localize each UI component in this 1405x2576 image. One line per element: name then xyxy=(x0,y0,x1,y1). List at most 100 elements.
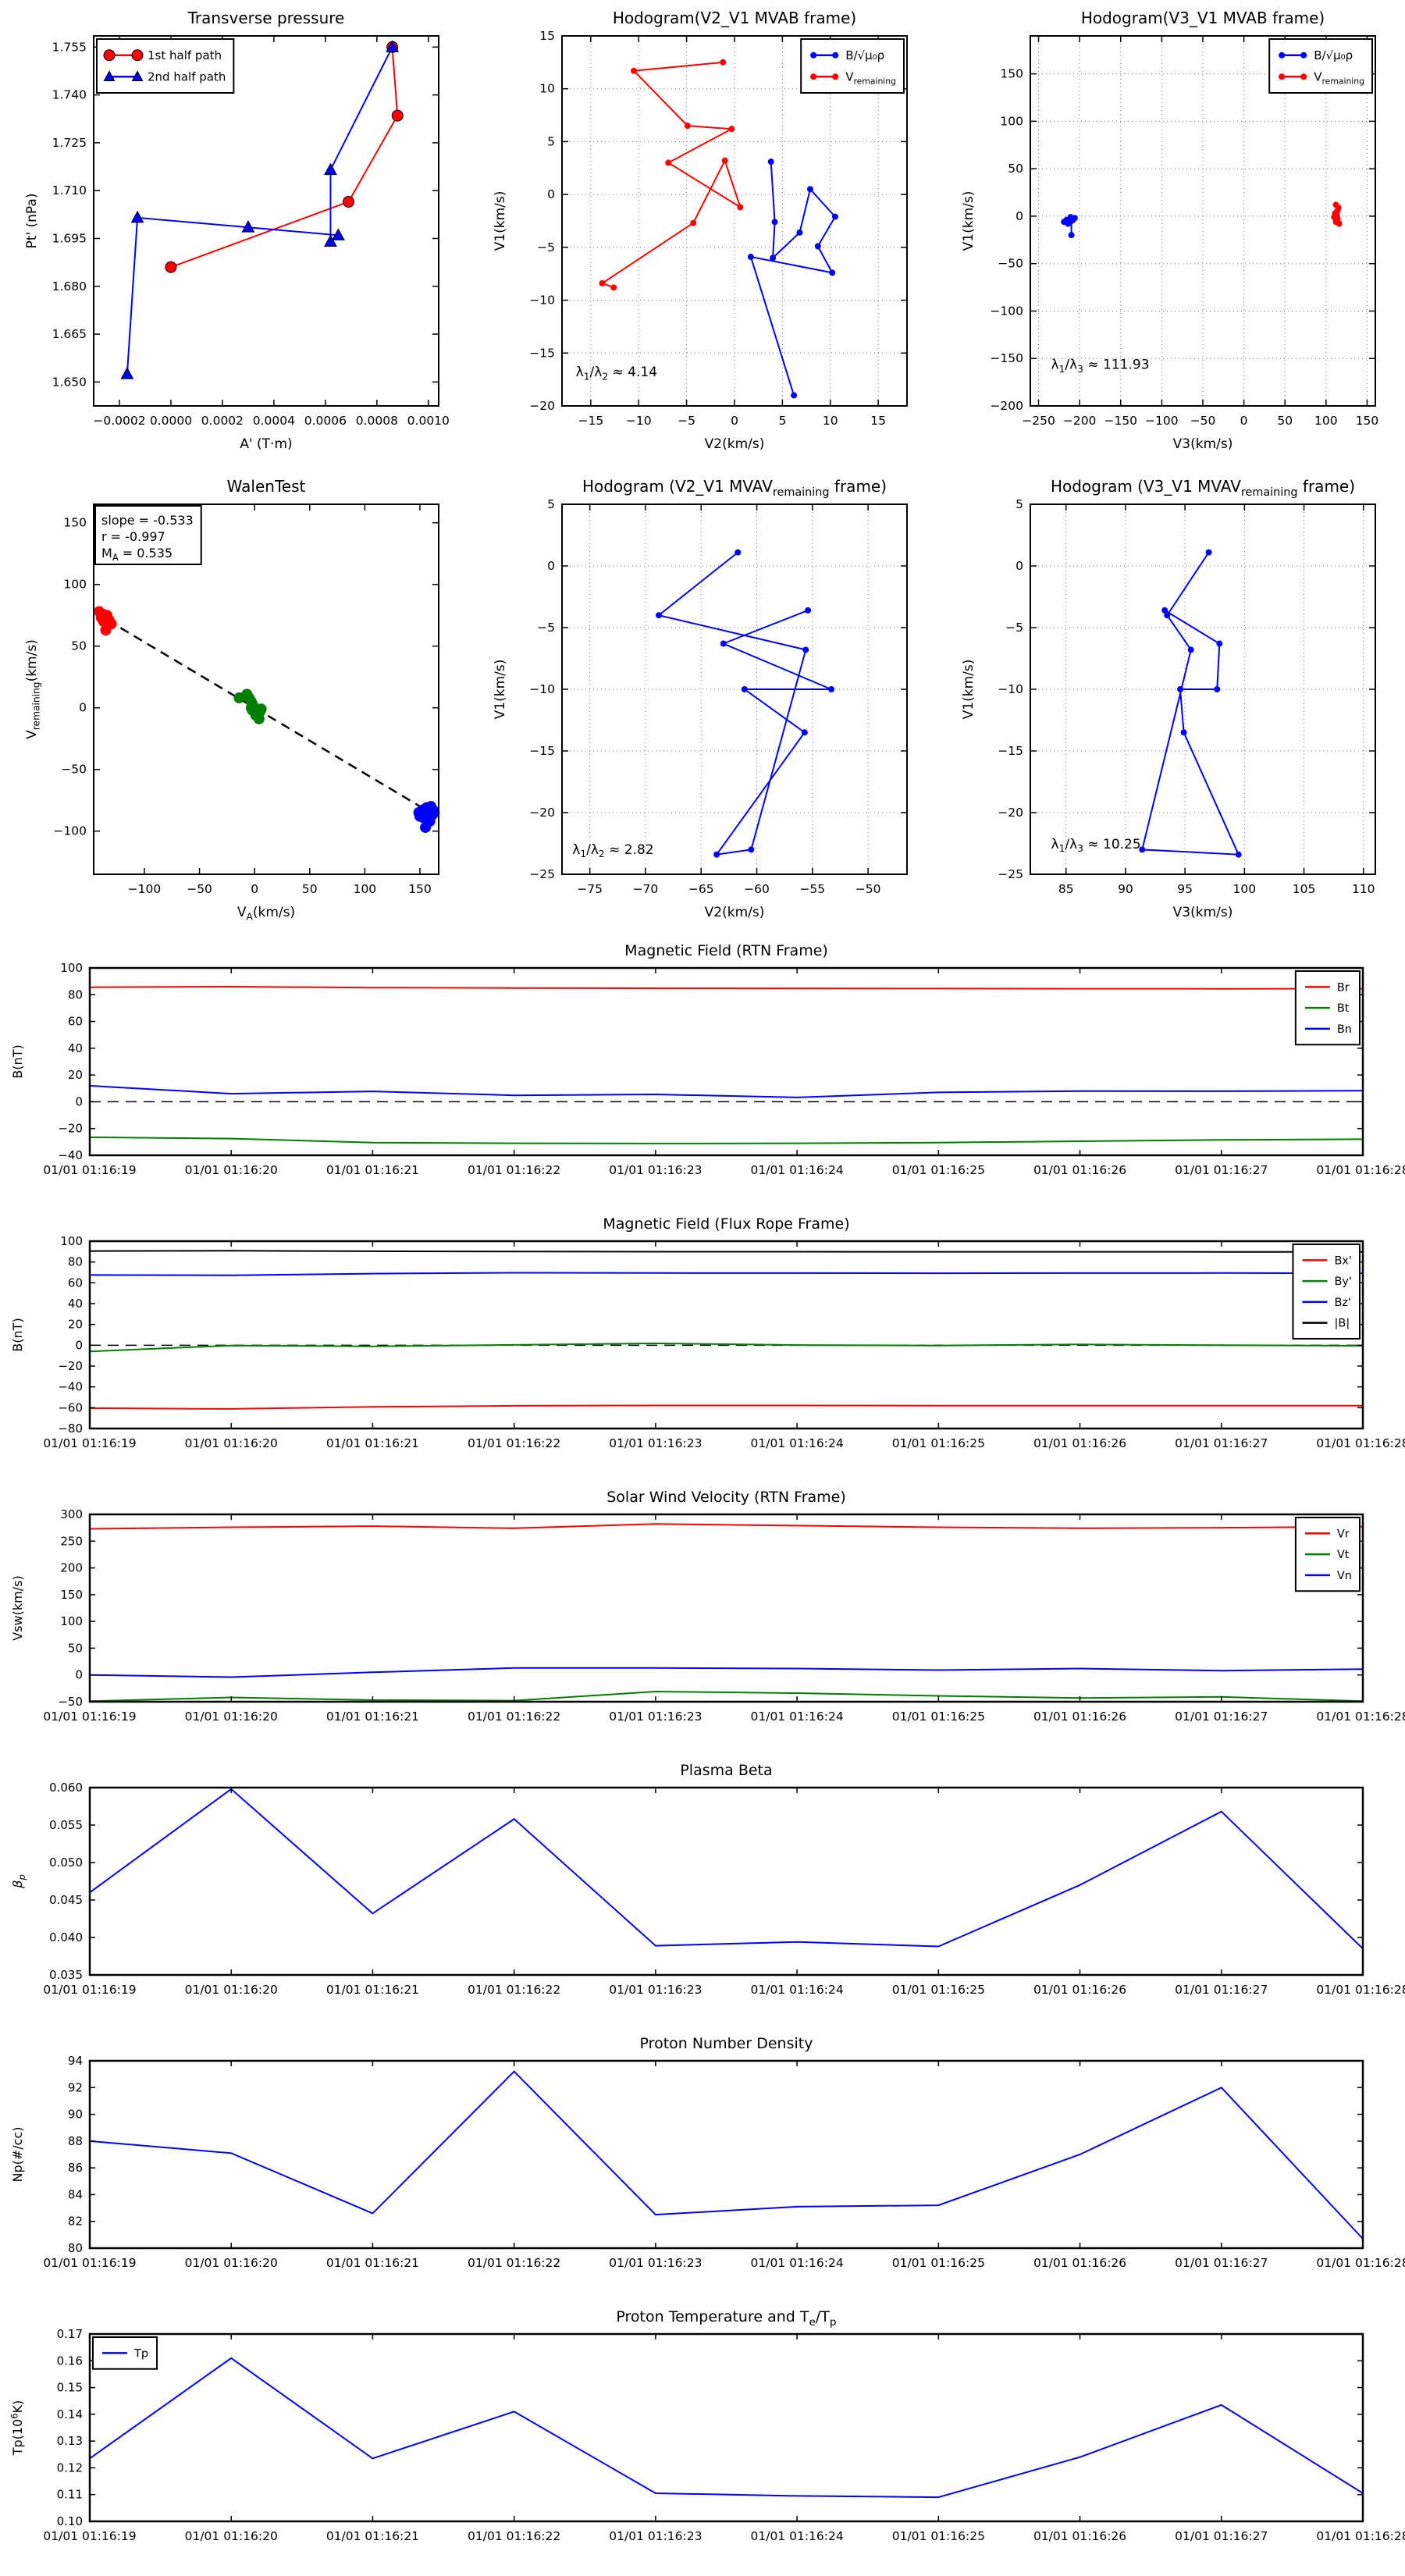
y-axis-label: V1(km/s) xyxy=(961,191,976,251)
chart-title: Hodogram(V2_V1 MVAB frame) xyxy=(613,9,856,27)
series-marker xyxy=(748,846,755,853)
y-tick-label: 150 xyxy=(63,516,87,530)
x-tick-label: −200 xyxy=(1063,414,1097,428)
chart-hodogram-v3v1-mvab: −250 −200 −150 −100 −50 0 50 100 150−200−150−100… xyxy=(952,0,1389,468)
series-line-fit line xyxy=(93,610,439,819)
series-line-Tp xyxy=(89,2357,1364,2499)
y-tick-label: 0.13 xyxy=(57,2434,83,2448)
y-axis-label: V1(km/s) xyxy=(961,660,976,720)
x-tick-label: 0 xyxy=(1240,414,1248,428)
legend-sample-dot xyxy=(832,73,839,80)
series-marker xyxy=(130,210,144,223)
series-line-V remaining xyxy=(600,61,742,289)
series-marker xyxy=(254,706,266,717)
legend-sample-marker xyxy=(131,49,144,62)
series-marker xyxy=(414,810,425,822)
x-tick-label: 01/01 01:16:20 xyxy=(185,2256,278,2270)
y-tick-label: −10 xyxy=(998,682,1023,696)
x-tick-label: −15 xyxy=(578,414,603,428)
x-tick-label: 01/01 01:16:19 xyxy=(43,2529,136,2543)
y-tick-label: −50 xyxy=(998,257,1023,271)
series-marker xyxy=(245,702,257,713)
chart-hodogram-v2v1-mvav: −75 −70 −65 −60 −55 −50−25−20−15−10−505Hodogr… xyxy=(484,468,921,937)
x-tick-label: 01/01 01:16:24 xyxy=(751,1436,844,1450)
stats-line: slope = -0.533 xyxy=(101,513,194,528)
x-tick-label: 01/01 01:16:26 xyxy=(1033,1163,1126,1177)
x-tick-label: −75 xyxy=(577,882,603,896)
x-tick-label: 0.0004 xyxy=(253,414,295,428)
x-tick-label: 0.0000 xyxy=(150,414,192,428)
y-tick-label: 1.695 xyxy=(52,231,87,245)
y-tick-label: 150 xyxy=(1000,67,1023,81)
x-tick-label: 01/01 01:16:21 xyxy=(326,1710,419,1724)
series-marker xyxy=(1216,640,1223,647)
legend-item-label: Bt xyxy=(1337,1002,1350,1015)
y-tick-label: −20 xyxy=(529,806,555,820)
y-tick-label: 90 xyxy=(68,2108,83,2122)
y-tick-label: −100 xyxy=(53,824,87,838)
series-marker xyxy=(1177,686,1184,692)
x-tick-label: 01/01 01:16:21 xyxy=(326,1983,419,1997)
y-tick-label: 0.14 xyxy=(57,2407,83,2421)
legend-sample-dot xyxy=(810,52,817,59)
legend-item-label: 1st half path xyxy=(148,48,222,62)
series-marker xyxy=(796,229,803,236)
x-tick-label: 01/01 01:16:23 xyxy=(609,2256,702,2270)
series-marker xyxy=(665,159,672,166)
y-tick-label: −20 xyxy=(998,806,1023,820)
series-marker xyxy=(1214,686,1221,692)
y-tick-label: −5 xyxy=(537,240,555,254)
y-tick-label: 0 xyxy=(75,1338,83,1352)
legend-item-label: Vremaining xyxy=(1314,70,1364,87)
x-tick-label: 01/01 01:16:25 xyxy=(892,1436,985,1450)
axes-box xyxy=(88,966,1364,1157)
y-tick-label: 20 xyxy=(68,1318,83,1332)
x-tick-label: 01/01 01:16:19 xyxy=(43,1710,136,1724)
y-tick-label: 1.755 xyxy=(52,40,87,54)
series-marker xyxy=(120,367,134,379)
y-tick-label: 0.17 xyxy=(57,2327,83,2341)
series-marker xyxy=(805,607,812,614)
annotation-text: λ1/λ3 ≈ 10.25 xyxy=(1051,837,1141,854)
x-tick-label: 01/01 01:16:27 xyxy=(1175,1163,1268,1177)
y-tick-label: 86 xyxy=(68,2161,83,2175)
y-tick-label: 0.050 xyxy=(49,1856,83,1870)
chart-title: Magnetic Field (Flux Rope Frame) xyxy=(603,1215,849,1233)
x-tick-label: −50 xyxy=(187,882,212,896)
y-tick-label: 0.035 xyxy=(49,1968,83,1982)
legend-sample-dot xyxy=(832,52,839,59)
axes-box xyxy=(88,2332,1364,2523)
y-tick-label: 1.740 xyxy=(52,88,87,102)
x-tick-label: 100 xyxy=(354,882,377,896)
series-line-Vr xyxy=(89,1523,1364,1530)
x-tick-label: −70 xyxy=(633,882,659,896)
chart-proton-temperature: 01/01 01:16:19 01/01 01:16:20 01/01 01:16:… xyxy=(0,2303,1405,2576)
chart-hodogram-v2v1-mvab: −15 −10 −5 0 5 10 15 −20 −15 −10 −5 0 5 10 15 Hodogram(… xyxy=(484,0,921,468)
x-tick-label: 01/01 01:16:27 xyxy=(1175,1710,1268,1724)
chart-title: Hodogram (V3_V1 MVAVremaining frame) xyxy=(1051,477,1355,499)
series-line-Vn xyxy=(89,1667,1364,1678)
series-marker xyxy=(802,646,809,653)
legend-item-label: 2nd half path xyxy=(148,70,226,84)
x-tick-label: 01/01 01:16:26 xyxy=(1033,2529,1126,2543)
y-axis-label: B(nT) xyxy=(10,1044,25,1078)
annotation-text: λ1/λ3 ≈ 111.93 xyxy=(1051,358,1150,375)
chart-title: Hodogram (V2_V1 MVAVremaining frame) xyxy=(582,477,887,499)
series-line-Br xyxy=(89,985,1364,990)
series-line-1st half path xyxy=(170,47,399,269)
x-tick-label: 01/01 01:16:19 xyxy=(43,1983,136,1997)
x-tick-label: 01/01 01:16:22 xyxy=(468,1983,560,1997)
annotation-text: λ1/λ2 ≈ 2.82 xyxy=(572,842,653,859)
y-tick-label: 88 xyxy=(68,2134,83,2148)
x-tick-label: 01/01 01:16:28 xyxy=(1316,1710,1405,1724)
x-tick-label: 01/01 01:16:20 xyxy=(185,1983,278,1997)
legend-item-label: Vn xyxy=(1337,1570,1352,1582)
series-marker xyxy=(713,851,720,858)
y-axis-label: Vremaining(km/s) xyxy=(24,639,41,739)
chart-title: Proton Temperature and Te/Tp xyxy=(616,2308,836,2329)
series-marker xyxy=(610,284,617,291)
y-tick-label: −5 xyxy=(1005,621,1023,635)
legend: B/√μ₀ρ Vremaining xyxy=(1268,38,1373,94)
chart-title: Transverse pressure xyxy=(187,9,345,27)
